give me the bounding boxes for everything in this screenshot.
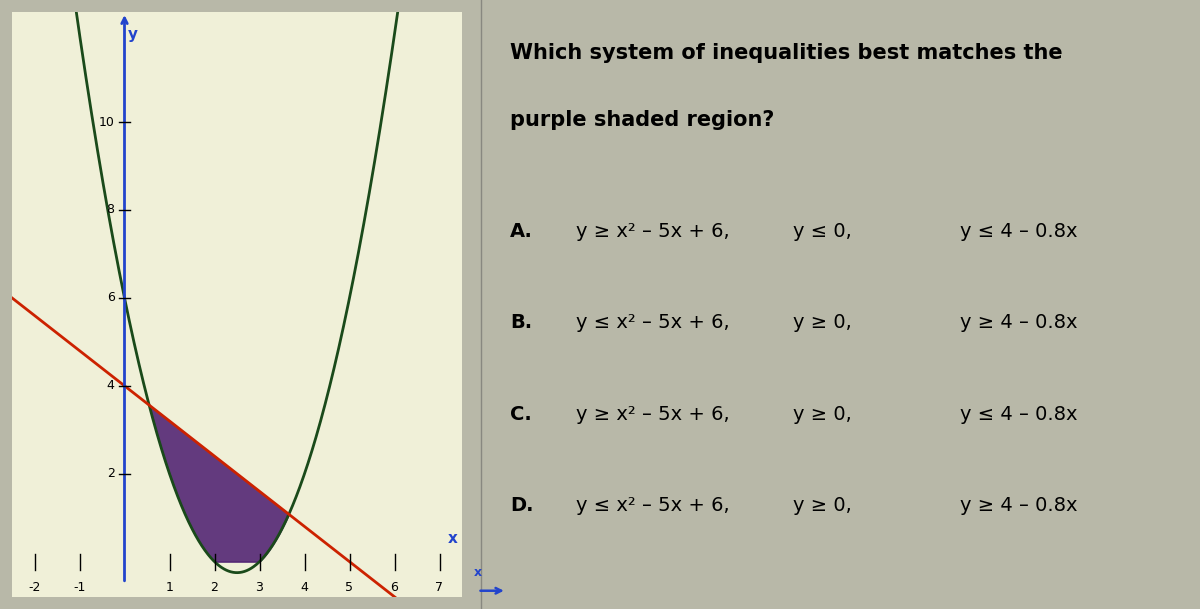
Text: y ≤ 4 – 0.8x: y ≤ 4 – 0.8x	[960, 404, 1078, 424]
Text: y ≥ 4 – 0.8x: y ≥ 4 – 0.8x	[960, 496, 1078, 515]
Text: 4: 4	[300, 582, 308, 594]
Text: 8: 8	[107, 203, 115, 216]
Text: y ≥ 4 – 0.8x: y ≥ 4 – 0.8x	[960, 313, 1078, 333]
Text: A.: A.	[510, 222, 533, 241]
Text: 2: 2	[210, 582, 218, 594]
Text: 6: 6	[107, 291, 115, 304]
Text: x: x	[448, 531, 458, 546]
Text: y ≤ 4 – 0.8x: y ≤ 4 – 0.8x	[960, 222, 1078, 241]
Text: C.: C.	[510, 404, 532, 424]
Text: x: x	[474, 566, 482, 579]
Text: B.: B.	[510, 313, 533, 333]
Text: y ≤ 0,: y ≤ 0,	[793, 222, 852, 241]
Text: -1: -1	[73, 582, 85, 594]
Text: y: y	[127, 27, 138, 41]
Text: y ≥ x² – 5x + 6,: y ≥ x² – 5x + 6,	[576, 404, 730, 424]
Text: purple shaded region?: purple shaded region?	[510, 110, 775, 130]
Text: -2: -2	[29, 582, 41, 594]
Text: y ≤ x² – 5x + 6,: y ≤ x² – 5x + 6,	[576, 496, 730, 515]
Text: y ≥ x² – 5x + 6,: y ≥ x² – 5x + 6,	[576, 222, 730, 241]
Text: y ≤ x² – 5x + 6,: y ≤ x² – 5x + 6,	[576, 313, 730, 333]
Text: 5: 5	[346, 582, 354, 594]
Text: Which system of inequalities best matches the: Which system of inequalities best matche…	[510, 43, 1063, 63]
Text: 3: 3	[256, 582, 264, 594]
Text: y ≥ 0,: y ≥ 0,	[793, 313, 852, 333]
Text: D.: D.	[510, 496, 534, 515]
Text: 10: 10	[98, 116, 115, 128]
Text: y ≥ 0,: y ≥ 0,	[793, 404, 852, 424]
Text: y ≥ 0,: y ≥ 0,	[793, 496, 852, 515]
Text: 1: 1	[166, 582, 174, 594]
Text: 6: 6	[390, 582, 398, 594]
Text: 4: 4	[107, 379, 115, 392]
Text: 2: 2	[107, 467, 115, 481]
Text: 7: 7	[436, 582, 444, 594]
